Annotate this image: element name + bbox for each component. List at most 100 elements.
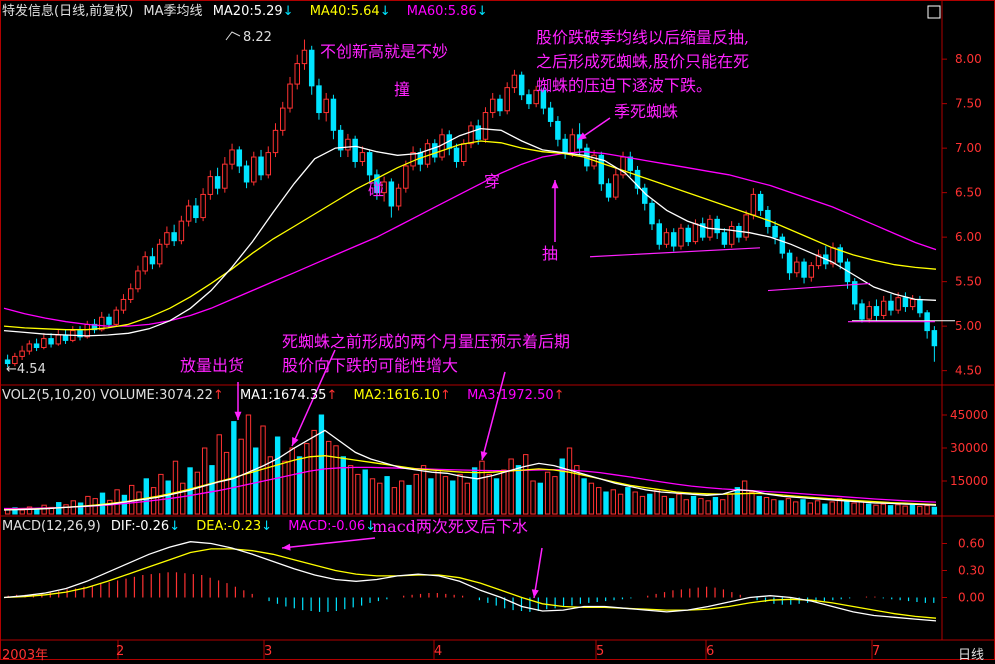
candle-up: [569, 134, 576, 154]
volume-bar-up: [829, 501, 835, 515]
macd-panel: [3, 541, 937, 622]
candle-up: [84, 323, 91, 338]
stock-title: 特发信息(日线,前复权): [2, 4, 134, 19]
volume-bar-up: [333, 445, 339, 515]
volume-bar-up: [267, 456, 274, 515]
volume-bar-down: [581, 478, 587, 515]
candle-down: [149, 256, 156, 265]
vol-ma1-line: [3, 429, 937, 511]
ma20-line: [3, 127, 937, 337]
support-line: [589, 247, 761, 258]
candle-up: [98, 316, 105, 331]
candle-up: [533, 89, 539, 105]
candle-up: [185, 205, 192, 222]
candle-up: [750, 193, 757, 216]
candle-up: [55, 334, 62, 345]
volume-bar-down: [296, 456, 303, 515]
volume-bar-up: [566, 447, 573, 515]
candle-up: [251, 156, 257, 183]
price-tick-label: 4.50: [955, 364, 982, 378]
note-heavy-sell: 放量出货: [180, 356, 245, 375]
candle-down: [779, 236, 786, 254]
vol-ma3: MA3:1972.50: [467, 388, 554, 403]
volume-bar-up: [245, 414, 252, 515]
period-label[interactable]: 日线: [958, 648, 985, 663]
volume-bar-up: [63, 504, 69, 515]
volume-bar-down: [668, 498, 675, 515]
volume-bar-down: [690, 495, 697, 515]
candle-up: [728, 225, 735, 245]
volume-bar-up: [814, 500, 821, 515]
candle-down: [432, 143, 438, 158]
dif-value: DIF:-0.26: [110, 519, 170, 534]
restore-box-icon[interactable]: [927, 5, 941, 19]
candle-down: [562, 138, 568, 154]
volume-bar-up: [398, 480, 405, 515]
dead-spider-arrow-head: [578, 132, 587, 140]
note-chou: 抽: [542, 244, 559, 263]
price-tick-label: 6.00: [955, 230, 982, 244]
volume-bar-up: [530, 480, 536, 515]
volume-bar-down: [493, 478, 500, 515]
candle-up: [127, 288, 134, 300]
up-arrow-icon: ↑: [553, 388, 565, 403]
note-peng: 碰: [368, 180, 385, 199]
candle-down: [77, 330, 83, 338]
ma40-line: [3, 140, 937, 331]
volume-bar-up: [26, 506, 33, 515]
volume-bar-down: [931, 506, 938, 515]
volume-bar-up: [486, 473, 492, 515]
down-arrow-icon: ↓: [476, 4, 488, 19]
candle-down: [598, 154, 605, 185]
candle-up: [468, 125, 474, 145]
volume-bar-up: [201, 447, 208, 515]
candle-up: [489, 98, 496, 114]
volume-bar-up: [158, 473, 164, 515]
candle-up: [287, 83, 293, 109]
candle-up: [815, 254, 822, 267]
volume-bar-down: [143, 478, 149, 515]
candle-down: [714, 218, 720, 234]
candle-up: [294, 63, 300, 85]
ma60-value: MA60:5.86: [406, 4, 477, 19]
candle-down: [171, 232, 177, 242]
candle-down: [670, 232, 677, 247]
volume-bar-up: [698, 498, 704, 515]
volume-bar-down: [77, 502, 84, 515]
volume-bar-up: [807, 502, 813, 515]
volume-bar-up: [617, 493, 624, 515]
candle-down: [634, 169, 641, 189]
candle-up: [142, 256, 148, 272]
candle-down: [330, 98, 337, 131]
ma60-line: [3, 151, 937, 327]
volume-bar-down: [778, 500, 784, 515]
volume-bar-up: [442, 476, 449, 515]
candle-up: [19, 350, 25, 357]
note-explain-3: 蜘蛛的压迫下逐波下跌。: [536, 76, 713, 95]
volume-bar-up: [194, 471, 201, 515]
volume-bar-up: [741, 480, 748, 515]
candle-down: [837, 247, 844, 263]
volume-bar-up: [304, 443, 310, 515]
candle-down: [497, 98, 503, 112]
candle-down: [366, 152, 373, 176]
volume-bar-up: [223, 451, 230, 515]
volume-bar-up: [596, 487, 602, 515]
volume-bar-down: [231, 421, 237, 515]
candle-up: [222, 163, 228, 189]
macd-cross-arrow-head: [531, 589, 539, 598]
macd-header: MACD(12,26,9) DIF:-0.26↓ DEA:-0.23↓ MACD…: [2, 519, 382, 535]
volume-bar-up: [771, 499, 777, 515]
candle-down: [214, 176, 221, 189]
down-arrow-icon: ↓: [261, 519, 273, 534]
volume-bar-down: [384, 476, 390, 515]
candle-down: [48, 338, 54, 345]
volume-bar-up: [793, 501, 799, 515]
candle-down: [627, 156, 634, 171]
volume-bar-up: [464, 482, 471, 515]
heavy-sell-arrow-head: [234, 411, 242, 420]
volume-bar-down: [559, 458, 565, 515]
candle-down: [757, 193, 764, 211]
